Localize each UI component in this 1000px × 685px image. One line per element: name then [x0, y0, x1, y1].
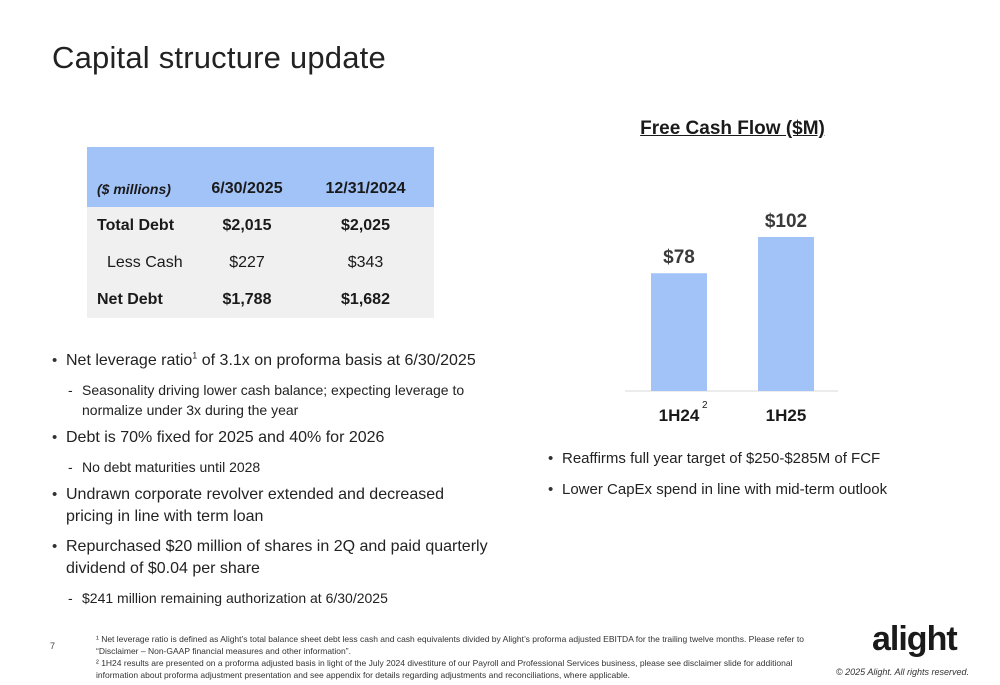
header-col-1: 6/30/2025 [197, 147, 297, 207]
row-label: Total Debt [87, 207, 197, 244]
sub-bullet-maturities: No debt maturities until 2028 [52, 457, 492, 477]
table-row-net-debt: Net Debt $1,788 $1,682 [87, 281, 434, 318]
cell-value: $1,682 [297, 281, 434, 318]
cell-value: $2,015 [197, 207, 297, 244]
footnote-2: ² 1H24 results are presented on a profor… [96, 658, 793, 680]
copyright: © 2025 Alight. All rights reserved. [836, 667, 970, 677]
bullet-repurchase: Repurchased $20 million of shares in 2Q … [52, 536, 492, 580]
right-bullet-list: Reaffirms full year target of $250-$285M… [548, 448, 948, 510]
data-label: $78 [663, 247, 695, 268]
x-tick-label: 1H25 [766, 406, 807, 425]
cell-value: $1,788 [197, 281, 297, 318]
header-units: ($ millions) [87, 147, 197, 207]
left-bullet-list: Net leverage ratio1 of 3.1x on proforma … [52, 350, 492, 615]
sub-bullet-seasonality: Seasonality driving lower cash balance; … [52, 380, 492, 420]
table-row-less-cash: Less Cash $227 $343 [87, 244, 434, 281]
bullet-leverage: Net leverage ratio1 of 3.1x on proforma … [52, 350, 492, 372]
bullet-fcf-target: Reaffirms full year target of $250-$285M… [548, 448, 948, 470]
bar-1h24 [651, 273, 707, 391]
debt-table-header: ($ millions) 6/30/2025 12/31/2024 [87, 147, 434, 207]
table-row-total-debt: Total Debt $2,015 $2,025 [87, 207, 434, 244]
sub-bullet-authorization: $241 million remaining authorization at … [52, 588, 492, 608]
cell-value: $227 [197, 244, 297, 281]
bullet-revolver: Undrawn corporate revolver extended and … [52, 484, 492, 528]
data-label: $102 [765, 211, 807, 232]
page-number: 7 [50, 641, 56, 651]
bullet-capex: Lower CapEx spend in line with mid-term … [548, 479, 948, 501]
bullet-debt-fixed: Debt is 70% fixed for 2025 and 40% for 2… [52, 427, 492, 449]
x-tick-label: 1H24 [659, 406, 700, 425]
chart-title: Free Cash Flow ($M) [640, 118, 825, 139]
cell-value: $343 [297, 244, 434, 281]
bar-1h25 [758, 237, 814, 391]
alight-logo: alight [872, 620, 958, 658]
row-label: Net Debt [87, 281, 197, 318]
footnotes: ¹ Net leverage ratio is defined as Aligh… [96, 633, 836, 681]
cell-value: $2,025 [297, 207, 434, 244]
header-col-2: 12/31/2024 [297, 147, 434, 207]
page-title: Capital structure update [52, 40, 386, 75]
footnote-ref: 1 [192, 350, 198, 361]
debt-table: ($ millions) 6/30/2025 12/31/2024 Total … [87, 147, 434, 318]
footnote-1: ¹ Net leverage ratio is defined as Aligh… [96, 634, 804, 656]
x-tick-footnote-ref: 2 [702, 400, 708, 411]
row-label: Less Cash [87, 244, 197, 281]
